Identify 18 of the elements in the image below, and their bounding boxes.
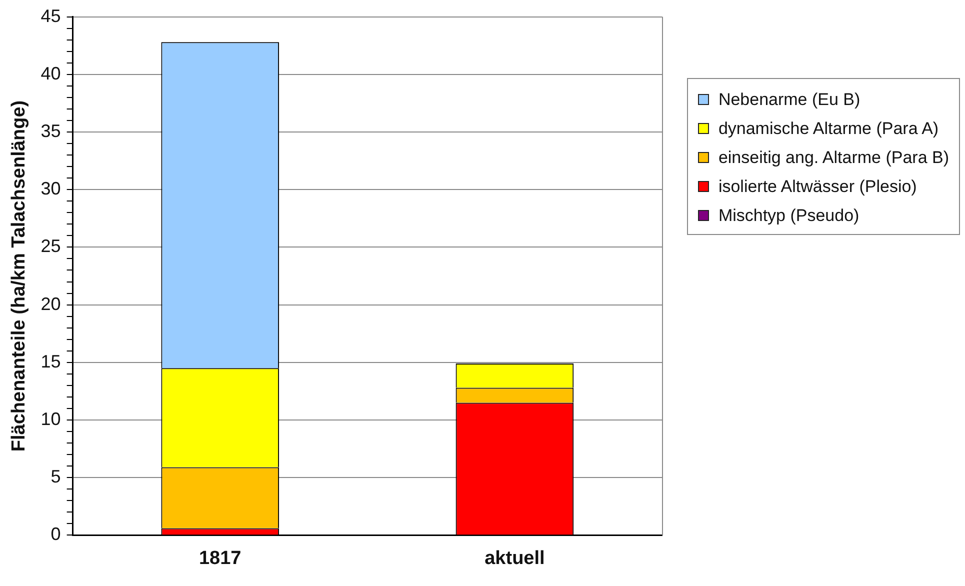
y-tick-label: 25 — [40, 236, 61, 256]
y-tick-label: 15 — [40, 351, 61, 372]
y-tick-label: 35 — [40, 120, 61, 141]
y-tick-label: 20 — [40, 294, 61, 314]
legend-label: isolierte Altwässer (Plesio) — [718, 176, 917, 196]
y-tick-label: 0 — [50, 524, 61, 544]
y-tick-label: 40 — [40, 63, 61, 84]
y-tick-label: 5 — [50, 466, 61, 487]
legend-label: einseitig ang. Altarme (Para B) — [718, 148, 949, 168]
x-tick-label: 1817 — [198, 548, 242, 569]
y-tick-label: 45 — [40, 6, 61, 26]
legend-label: Nebenarme (Eu B) — [718, 90, 860, 110]
x-tick-label: aktuell — [484, 548, 545, 569]
legend-label: Mischtyp (Pseudo) — [718, 206, 860, 226]
y-axis-title: Flächenanteile (ha/km Talachsenlänge) — [8, 100, 30, 452]
legend-label: dynamische Altarme (Para A) — [718, 118, 939, 138]
y-tick-label: 10 — [40, 408, 61, 429]
y-tick-label: 30 — [40, 178, 61, 199]
